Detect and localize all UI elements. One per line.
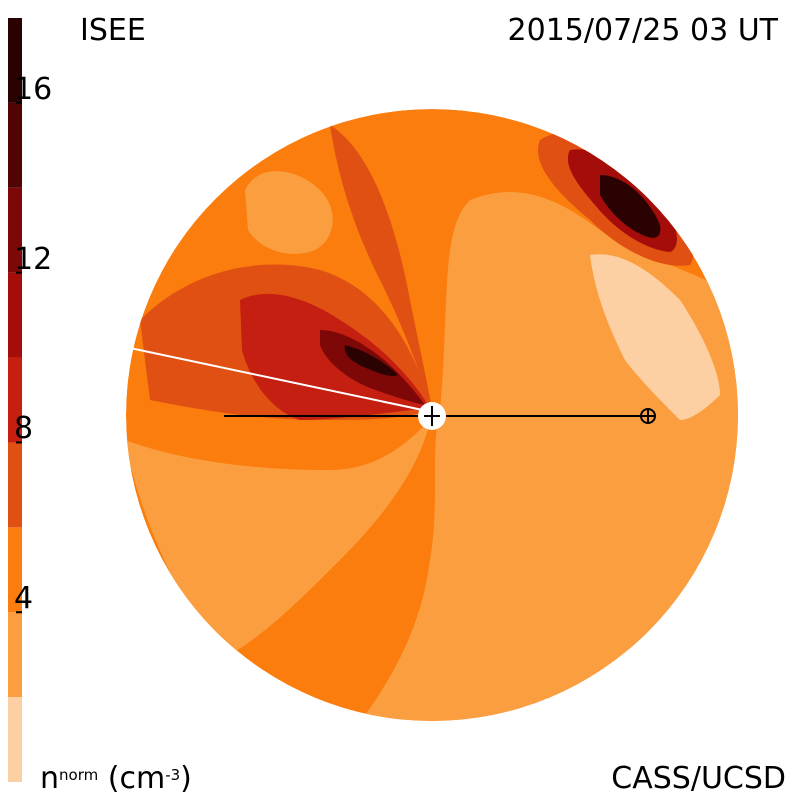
density-disk — [126, 109, 738, 721]
colorbar-tick-label: 16 — [14, 71, 53, 107]
credit-label: CASS/UCSD — [611, 761, 786, 796]
contour-region-dark-n — [330, 125, 432, 410]
contour-region-light-upperleft — [245, 171, 333, 254]
colorbar-level-8 — [8, 18, 22, 103]
sun-marker — [418, 402, 446, 430]
contour-region-light-lowerleft — [126, 420, 430, 660]
colorbar-level-6 — [8, 187, 22, 273]
earth-marker-icon — [640, 408, 656, 424]
observatory-label: ISEE — [80, 13, 146, 48]
colorbar-level-5 — [8, 272, 22, 358]
colorbar-level-4 — [8, 357, 22, 443]
colorbar-level-2 — [8, 527, 22, 613]
colorbar-level-3 — [8, 442, 22, 528]
colorbar-unit-label: nnorm (cm-3) — [40, 764, 192, 798]
datetime-label: 2015/07/25 03 UT — [507, 13, 778, 48]
quantity-symbol: n — [40, 761, 60, 796]
quantity-superscript: norm — [59, 766, 99, 784]
colorbar-tick-label: 8 — [14, 411, 34, 447]
colorbar — [8, 18, 22, 782]
colorbar-level-7 — [8, 102, 22, 188]
colorbar-level-0 — [8, 697, 22, 782]
contour-region-faint-right — [590, 254, 720, 420]
contour-region-dark-w-core — [344, 345, 398, 377]
unit-superscript: -3 — [165, 766, 181, 784]
colorbar-level-1 — [8, 612, 22, 698]
colorbar-tick-label: 12 — [14, 241, 53, 277]
contour-region-dark-ne-inner — [600, 175, 661, 238]
unit-prefix: (cm — [107, 761, 166, 796]
unit-suffix: ) — [180, 761, 192, 796]
colorbar-tick-label: 4 — [14, 581, 34, 617]
